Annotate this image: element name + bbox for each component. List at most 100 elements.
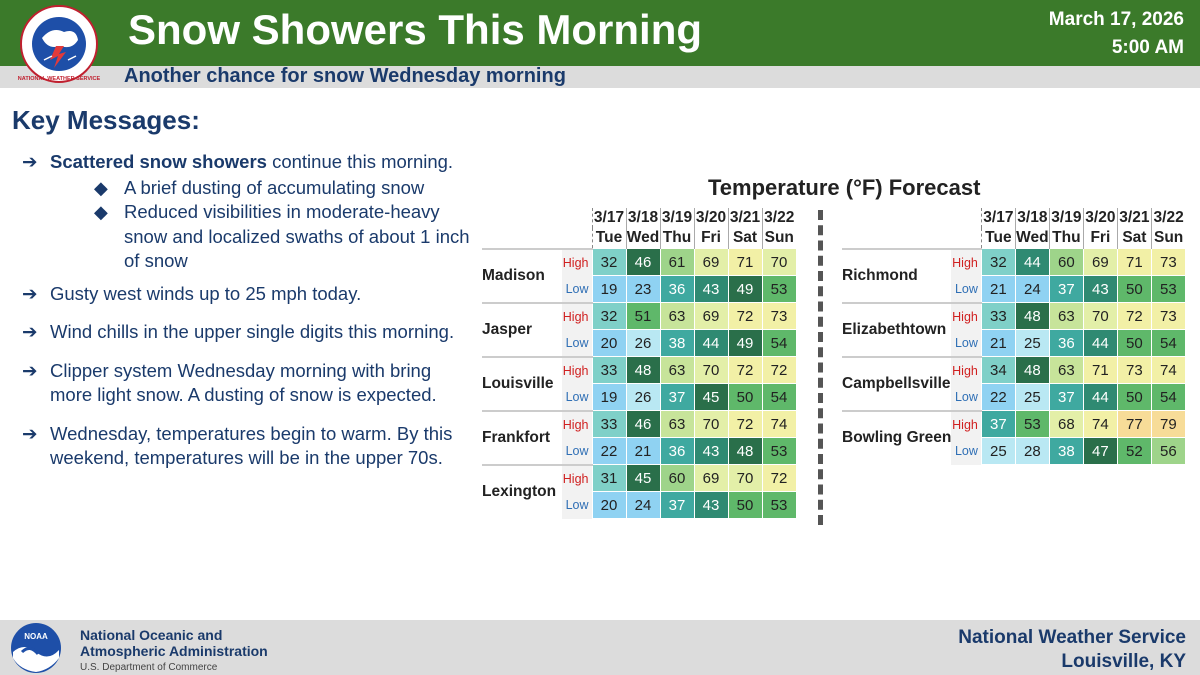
noaa-name-line1: National Oceanic and (80, 627, 223, 643)
key-message-item: ➔ Clipper system Wednesday morning with … (22, 359, 477, 408)
subtitle-bar (0, 66, 1200, 88)
forecast-title: Temperature (°F) Forecast (708, 175, 981, 200)
forecast-city: Louisville (482, 355, 562, 411)
high-temp-cell: 70 (693, 410, 729, 438)
low-temp-cell: 22 (980, 383, 1016, 411)
nws-logo: NATIONAL WEATHER SERVICE (18, 5, 101, 83)
forecast-high-row: Campbellsville High 34 48 63 71 73 74 (842, 355, 1186, 411)
high-label: High (951, 409, 982, 438)
page-subtitle: Another chance for snow Wednesday mornin… (124, 65, 566, 87)
low-temp-cell: 20 (591, 329, 627, 357)
high-temp-cell: 45 (625, 464, 661, 492)
high-temp-cell: 74 (1150, 356, 1186, 384)
office-name: National Weather Service Louisville, KY (958, 626, 1186, 674)
high-temp-cell: 73 (761, 302, 797, 330)
low-temp-cell: 44 (1082, 383, 1118, 411)
noaa-name: National Oceanic and Atmospheric Adminis… (80, 627, 268, 659)
high-temp-cell: 33 (980, 302, 1016, 330)
noaa-logo: NOAA (11, 623, 61, 673)
sub-bullet-item: ◆ Reduced visibilities in moderate-heavy … (50, 200, 477, 274)
issue-date: March 17, 2026 (1048, 9, 1184, 30)
high-temp-cell: 63 (659, 410, 695, 438)
forecast-high-row: Lexington High 31 45 60 69 70 72 (482, 463, 797, 519)
forecast-date: 3/22 (1150, 208, 1186, 228)
key-message-item: ➔ Gusty west winds up to 25 mph today. (22, 282, 477, 307)
forecast-day: Wed (1014, 228, 1050, 249)
forecast-day: Thu (659, 228, 694, 249)
forecast-city: Madison (482, 247, 562, 303)
low-temp-cell: 21 (625, 437, 661, 465)
forecast-day: Sun (1150, 228, 1186, 249)
forecast-date: 3/21 (727, 208, 762, 228)
forecast-low-row: Low 20 26 38 44 49 54 (482, 329, 797, 357)
high-temp-cell: 71 (1116, 248, 1152, 276)
key-message-item: ➔ Scattered snow showers continue this m… (22, 150, 477, 274)
low-temp-cell: 22 (591, 437, 627, 465)
noaa-name-line2: Atmospheric Administration (80, 643, 268, 659)
noaa-logo-text: NOAA (24, 632, 48, 641)
high-temp-cell: 46 (625, 248, 661, 276)
forecast-date: 3/17 (591, 208, 626, 228)
diamond-bullet-icon: ◆ (94, 202, 108, 222)
low-temp-cell: 56 (1150, 437, 1186, 465)
forecast-day: Thu (1048, 228, 1084, 249)
high-temp-cell: 46 (625, 410, 661, 438)
high-temp-cell: 71 (727, 248, 763, 276)
issue-time: 5:00 AM (1111, 37, 1184, 58)
low-label: Low (562, 329, 592, 357)
issue-datetime: March 17, 2026 5:00 AM (1049, 6, 1184, 62)
forecast-city: Frankfort (482, 409, 562, 465)
high-temp-cell: 73 (1116, 356, 1152, 384)
forecast-day-row: Tue Wed Thu Fri Sat Sun (842, 228, 1186, 249)
forecast-day: Sat (727, 228, 762, 249)
header-bar (0, 0, 1200, 66)
forecast-date: 3/20 (693, 208, 728, 228)
low-label: Low (951, 383, 982, 411)
high-temp-cell: 69 (1082, 248, 1118, 276)
forecast-high-row: Frankfort High 33 46 63 70 72 74 (482, 409, 797, 465)
forecast-low-row: Low 21 24 37 43 50 53 (842, 275, 1186, 303)
high-temp-cell: 63 (659, 356, 695, 384)
forecast-low-row: Low 19 23 36 43 49 53 (482, 275, 797, 303)
forecast-day: Sun (761, 228, 796, 249)
high-temp-cell: 72 (727, 410, 763, 438)
nws-logo-text: NATIONAL WEATHER SERVICE (18, 76, 101, 82)
high-temp-cell: 77 (1116, 410, 1152, 438)
page-title: Snow Showers This Morning (128, 6, 703, 53)
high-temp-cell: 72 (727, 302, 763, 330)
high-temp-cell: 79 (1150, 410, 1186, 438)
low-temp-cell: 37 (659, 383, 695, 411)
forecast-date-row: 3/17 3/18 3/19 3/20 3/21 3/22 (482, 208, 796, 228)
low-temp-cell: 48 (727, 437, 763, 465)
low-temp-cell: 25 (980, 437, 1016, 465)
high-temp-cell: 60 (659, 464, 695, 492)
low-label: Low (562, 437, 592, 465)
high-label: High (562, 463, 592, 492)
sub-bullet-text: A brief dusting of accumulating snow (124, 176, 425, 198)
arrow-icon: ➔ (22, 321, 38, 342)
forecast-day-row: Tue Wed Thu Fri Sat Sun (482, 228, 796, 249)
forecast-high-row: Bowling Green High 37 53 68 74 77 79 (842, 409, 1186, 465)
high-temp-cell: 70 (693, 356, 729, 384)
low-temp-cell: 37 (659, 491, 695, 519)
forecast-high-row: Elizabethtown High 33 48 63 70 72 73 (842, 301, 1186, 357)
low-temp-cell: 44 (1082, 329, 1118, 357)
high-label: High (562, 247, 592, 276)
key-messages-heading: Key Messages: (12, 105, 200, 135)
low-temp-cell: 50 (727, 491, 763, 519)
low-label: Low (562, 275, 592, 303)
low-temp-cell: 45 (693, 383, 729, 411)
forecast-date: 3/18 (625, 208, 660, 228)
low-temp-cell: 50 (1116, 275, 1152, 303)
high-temp-cell: 32 (591, 302, 627, 330)
high-temp-cell: 68 (1048, 410, 1084, 438)
low-label: Low (951, 437, 982, 465)
forecast-low-row: Low 22 25 37 44 50 54 (842, 383, 1186, 411)
office-line2: Louisville, KY (1061, 651, 1186, 672)
low-temp-cell: 20 (591, 491, 627, 519)
key-messages-list: ➔ Scattered snow showers continue this m… (22, 150, 477, 485)
low-temp-cell: 53 (761, 491, 797, 519)
key-message-text: Wednesday, temperatures begin to warm. B… (50, 422, 453, 469)
high-label: High (562, 301, 592, 330)
forecast-city: Lexington (482, 463, 562, 519)
